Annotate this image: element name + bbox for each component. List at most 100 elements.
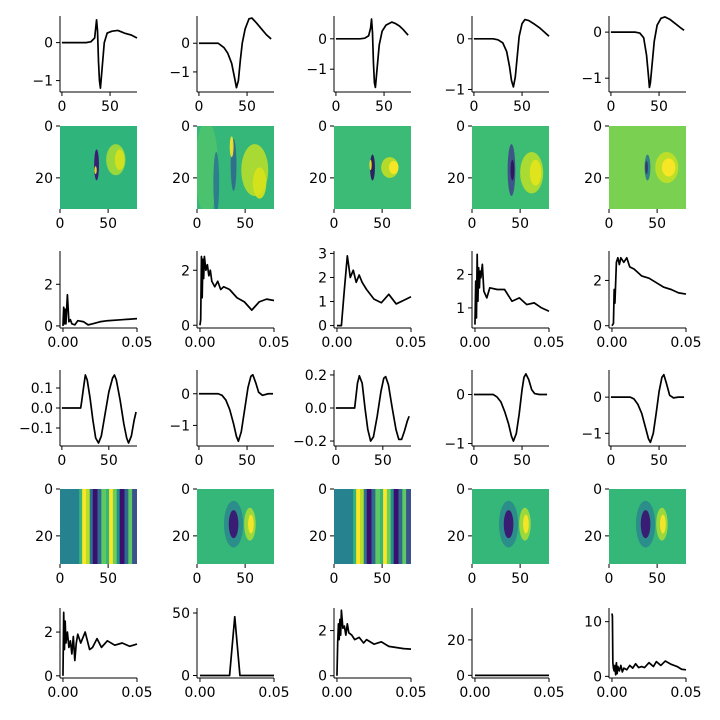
x-tick-label: 0.05 xyxy=(395,685,426,701)
series-line xyxy=(198,373,274,443)
panel-0-0: 0 500−1 xyxy=(32,16,138,115)
heatmap-blob xyxy=(94,166,97,174)
x-tick-label: 0 xyxy=(56,216,65,232)
y-tick-label: 0 xyxy=(593,25,602,41)
heatmap-stripe xyxy=(390,489,394,564)
y-tick-label: 50 xyxy=(172,606,190,622)
panel-0-1: 0 50 0 −1 xyxy=(169,16,274,115)
x-tick-label: 0 xyxy=(193,216,202,232)
panel-5-3: 0.00 0.05 0 20 xyxy=(447,608,565,701)
heatmap-image xyxy=(472,489,549,564)
y-tick-label: −0.2 xyxy=(293,434,327,450)
y-tick-label: 0.1 xyxy=(31,381,53,397)
y-tick-label: 20 xyxy=(309,171,327,187)
y-tick-label: 20 xyxy=(172,529,190,545)
x-tick-label: 0.05 xyxy=(121,335,152,351)
heatmap-stripe xyxy=(92,489,98,564)
x-tick-label: 0 xyxy=(57,453,66,469)
heatmap-stripe xyxy=(79,489,83,564)
y-tick-label: 0.0 xyxy=(31,401,53,417)
x-tick-label: 0 xyxy=(331,453,340,469)
x-tick-label: 50 xyxy=(373,571,391,587)
y-tick-label: 2 xyxy=(181,263,190,279)
heatmap-stripe xyxy=(106,489,110,564)
y-tick-label: 20 xyxy=(35,171,53,187)
panel-3-1: 0 50 0 −1 xyxy=(169,370,274,469)
panel-4-4: 0 50 0 20 xyxy=(584,482,686,587)
panel-2-4: 0.00 0.05 0 2 xyxy=(593,251,702,351)
y-tick-label: −1 xyxy=(169,418,190,434)
panel-4-3: 0 50 0 20 xyxy=(447,482,549,587)
heatmap-image xyxy=(197,126,274,209)
series-line xyxy=(62,293,138,326)
heatmap-image xyxy=(197,489,274,564)
x-tick-label: 0 xyxy=(469,453,478,469)
heatmap-stripe xyxy=(128,489,133,564)
y-tick-label: 0.0 xyxy=(305,401,327,417)
x-tick-label: 0 xyxy=(330,216,339,232)
x-tick-label: 0 xyxy=(56,571,65,587)
x-tick-label: 50 xyxy=(238,453,256,469)
x-tick-label: 0 xyxy=(194,99,203,115)
heatmap-stripe xyxy=(366,489,372,564)
y-tick-label: −1 xyxy=(581,426,602,442)
y-tick-label: −1 xyxy=(169,65,190,81)
y-tick-label: 20 xyxy=(309,529,327,545)
y-tick-label: 0 xyxy=(181,669,190,685)
y-tick-label: 0 xyxy=(318,319,327,335)
heatmap-image xyxy=(60,126,137,209)
heatmap-blob xyxy=(248,514,254,534)
heatmap-blob xyxy=(229,136,234,158)
y-tick-label: 0 xyxy=(318,482,327,498)
x-tick-label: 0.00 xyxy=(459,685,490,701)
panel-4-0: 0 50 0 20 xyxy=(35,482,137,587)
heatmap-stripe xyxy=(406,489,411,564)
heatmap-stripe xyxy=(97,489,102,564)
series-line xyxy=(611,613,687,676)
x-tick-label: 50 xyxy=(101,99,119,115)
x-tick-label: 0 xyxy=(330,571,339,587)
x-tick-label: 0 xyxy=(469,99,478,115)
x-tick-label: 50 xyxy=(100,453,118,469)
heatmap-stripe xyxy=(112,489,117,564)
x-tick-label: 0 xyxy=(193,571,202,587)
x-tick-label: 50 xyxy=(513,99,531,115)
panel-2-3: 0.00 0.05 1 2 xyxy=(456,251,565,351)
heatmap-blob xyxy=(388,161,399,174)
y-tick-label: 0 xyxy=(593,482,602,498)
heatmap-image xyxy=(609,489,686,564)
y-tick-label: −1 xyxy=(444,82,465,98)
panel-3-3: 0 500−1 xyxy=(444,370,549,469)
heatmap-stripe xyxy=(386,489,391,564)
x-tick-label: 0 xyxy=(468,571,477,587)
y-tick-label: 0 xyxy=(456,388,465,404)
series-line xyxy=(611,256,687,327)
x-tick-label: 0 xyxy=(606,453,615,469)
heatmap-stripe xyxy=(380,489,384,564)
panel-1-3: 0 50 0 20 xyxy=(447,119,549,232)
x-tick-label: 50 xyxy=(236,216,254,232)
heatmap-blob xyxy=(645,161,648,174)
heatmap-stripe xyxy=(402,489,407,564)
y-tick-label: 1 xyxy=(318,295,327,311)
series-line xyxy=(610,373,685,444)
heatmap-stripe xyxy=(398,489,403,564)
y-tick-label: 0.2 xyxy=(305,368,327,384)
x-tick-label: 50 xyxy=(650,99,668,115)
x-tick-label: 50 xyxy=(648,216,666,232)
series-line xyxy=(335,374,410,442)
x-tick-label: 0.00 xyxy=(184,335,215,351)
x-tick-label: 50 xyxy=(375,99,393,115)
x-tick-label: 50 xyxy=(99,571,117,587)
x-tick-label: 0.00 xyxy=(321,335,352,351)
y-tick-label: 0 xyxy=(181,119,190,135)
series-line xyxy=(335,18,409,89)
heatmap-stripe xyxy=(363,489,367,564)
heatmap-stripe xyxy=(383,489,387,564)
series-line xyxy=(610,16,685,89)
heatmap-blob xyxy=(660,514,666,534)
panel-3-4: 0 500−1 xyxy=(581,370,686,469)
panel-1-2: 0 50 0 20 xyxy=(309,119,411,232)
x-tick-label: 0.05 xyxy=(395,335,426,351)
y-tick-label: 0 xyxy=(181,387,190,403)
